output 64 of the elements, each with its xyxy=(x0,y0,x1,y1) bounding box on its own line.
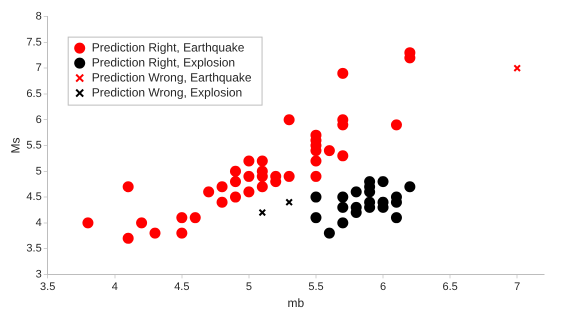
point xyxy=(122,232,134,244)
point xyxy=(176,212,188,224)
y-tick-label: 5 xyxy=(36,165,42,178)
point xyxy=(337,217,348,228)
point xyxy=(176,228,188,239)
y-tick-label: 7.5 xyxy=(26,36,42,48)
point xyxy=(350,186,362,198)
point xyxy=(216,196,228,208)
legend-label: Prediction Wrong, Earthquake xyxy=(92,70,252,84)
point xyxy=(203,186,214,198)
point xyxy=(390,212,402,224)
point xyxy=(404,181,416,192)
point xyxy=(258,208,266,216)
point xyxy=(256,181,268,192)
point xyxy=(230,176,241,188)
point xyxy=(284,114,295,126)
x-tick-label: 7 xyxy=(514,281,520,294)
y-tick-label: 8 xyxy=(36,10,42,23)
point xyxy=(122,181,134,192)
y-tick-label: 6.5 xyxy=(26,88,42,100)
point xyxy=(243,155,254,166)
legend-label: Prediction Right, Earthquake xyxy=(92,40,245,54)
x-tick-label: 6 xyxy=(380,281,386,294)
point xyxy=(337,150,348,162)
point xyxy=(243,186,254,198)
point xyxy=(378,176,389,188)
x-tick-label: 5 xyxy=(246,281,252,294)
y-tick-label: 3 xyxy=(36,268,42,280)
point xyxy=(513,64,521,72)
point xyxy=(324,228,335,239)
legend-label: Prediction Right, Explosion xyxy=(92,55,236,70)
point xyxy=(82,217,94,228)
point xyxy=(136,217,148,228)
point xyxy=(256,155,268,166)
point xyxy=(337,68,348,79)
point xyxy=(337,192,348,203)
y-axis-title: Ms xyxy=(8,138,23,154)
point xyxy=(337,202,348,213)
y-tick-label: 7 xyxy=(36,62,42,74)
point xyxy=(310,192,322,203)
point xyxy=(230,192,241,203)
point xyxy=(310,170,322,182)
y-tick-label: 4.5 xyxy=(26,191,42,204)
point xyxy=(190,212,201,224)
y-tick-label: 3.5 xyxy=(26,242,42,255)
x-axis-title: mb xyxy=(288,296,305,310)
y-tick-label: 5.5 xyxy=(26,140,42,152)
point xyxy=(150,228,160,239)
y-tick-label: 4 xyxy=(36,216,42,229)
x-tick-label: 5.5 xyxy=(308,281,324,294)
point xyxy=(324,145,335,156)
point xyxy=(230,166,241,177)
x-tick-label: 6.5 xyxy=(442,281,458,294)
point xyxy=(310,212,322,224)
x-tick-label: 4.5 xyxy=(174,281,190,294)
point xyxy=(285,198,293,206)
point xyxy=(243,170,254,182)
point xyxy=(390,119,402,130)
x-tick-label: 4 xyxy=(112,281,118,294)
y-tick-label: 6 xyxy=(36,114,42,126)
point xyxy=(284,170,295,182)
point xyxy=(216,181,228,192)
point xyxy=(310,155,322,166)
legend-label: Prediction Wrong, Explosion xyxy=(92,85,242,100)
